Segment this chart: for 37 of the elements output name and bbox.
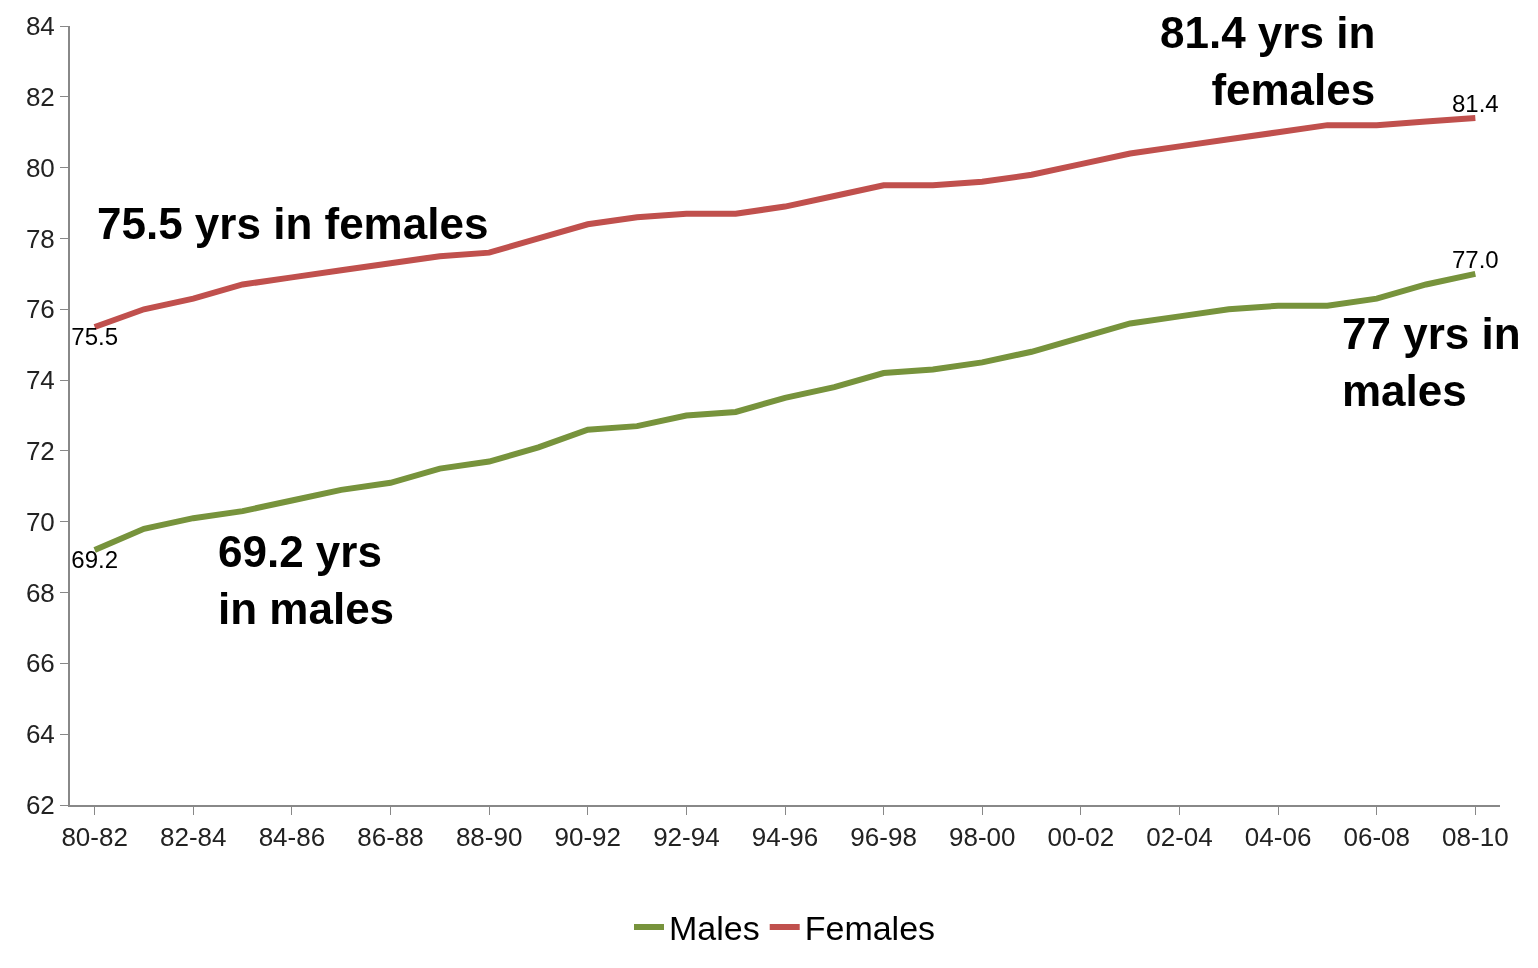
x-tick-label: 98-00 <box>948 822 1016 853</box>
x-tick-label: 80-82 <box>61 822 128 853</box>
y-tick-label: 64 <box>25 719 55 750</box>
legend-label: Females <box>804 909 936 948</box>
data-label: 75.5 <box>71 322 119 350</box>
x-tick-label: 94-96 <box>751 822 819 853</box>
x-tick-label: 04-06 <box>1244 822 1312 853</box>
y-tick-label: 78 <box>25 223 55 254</box>
x-tick-label: 82-84 <box>160 822 227 853</box>
y-tick-label: 74 <box>25 365 55 396</box>
y-tick-label: 66 <box>25 648 55 679</box>
data-label: 77.0 <box>1451 245 1499 273</box>
y-tick-label: 80 <box>25 152 55 183</box>
y-tick-label: 76 <box>25 294 55 325</box>
y-tick-label: 84 <box>25 11 55 42</box>
annotation: 77 yrs in males <box>1342 309 1521 416</box>
x-tick-label: 96-98 <box>850 822 917 853</box>
x-tick-label: 88-90 <box>455 822 523 853</box>
data-label: 81.4 <box>1451 90 1499 118</box>
legend-label: Males <box>669 909 760 948</box>
y-tick-label: 68 <box>25 577 55 608</box>
x-tick-label: 90-92 <box>554 822 622 853</box>
x-tick-label: 84-86 <box>258 822 326 853</box>
y-tick-label: 72 <box>25 436 55 467</box>
annotation: 69.2 yrs in males <box>218 527 395 634</box>
data-label: 69.2 <box>71 546 119 574</box>
x-tick-label: 86-88 <box>357 822 424 853</box>
x-tick-label: 92-94 <box>653 822 720 853</box>
y-tick-label: 70 <box>25 506 55 537</box>
annotation: 81.4 yrs in females <box>1160 8 1376 115</box>
y-tick-label: 82 <box>25 81 55 112</box>
annotation: 75.5 yrs in females <box>97 199 489 248</box>
x-tick-label: 00-02 <box>1047 822 1115 853</box>
x-tick-label: 06-08 <box>1343 822 1410 853</box>
y-tick-label: 62 <box>25 790 55 821</box>
x-tick-label: 02-04 <box>1146 822 1213 853</box>
x-tick-label: 08-10 <box>1442 822 1509 853</box>
